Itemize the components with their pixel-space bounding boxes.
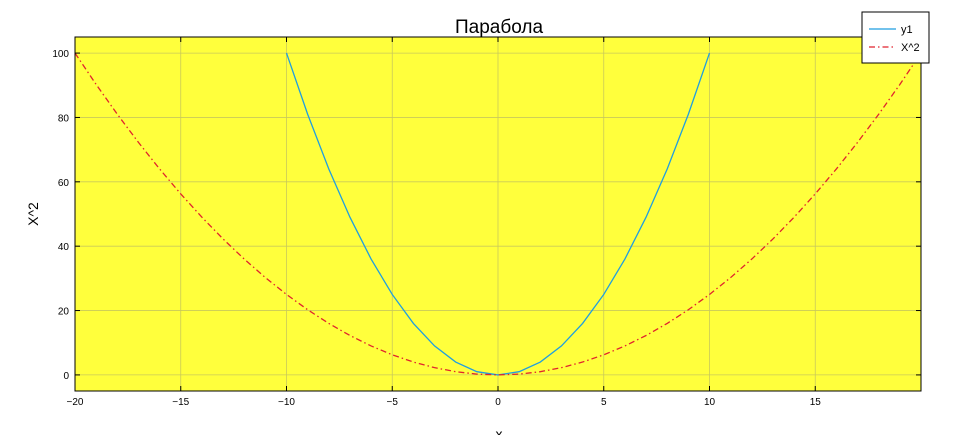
series-layer [74,52,922,376]
legend: y1 X^2 [861,11,930,64]
x-tick-label: −20 [67,397,84,408]
ticks: −20 −15 −10 −5 0 5 10 15 0 20 40 60 80 100 [52,37,921,408]
x-tick-label: 15 [810,397,822,408]
y-axis-label: X^2 [25,202,41,226]
x-tick-label: −5 [387,397,399,408]
y-tick-label: 40 [58,242,70,253]
legend-box [861,11,930,64]
grid [74,37,921,391]
chart-title: Парабола [455,17,543,38]
series-line-y1 [285,52,711,376]
x-tick-label: −15 [172,397,189,408]
y-tick-label: 100 [52,49,69,60]
y-tick-label: 20 [58,307,70,318]
y-tick-label: 80 [58,113,70,124]
series-line-x2 [74,52,922,376]
x-tick-label: 10 [704,397,716,408]
y-tick-label: 0 [63,371,69,382]
y-tick-label: 60 [58,178,70,189]
x-axis-label: x [496,426,503,435]
legend-label-y1: y1 [901,24,913,36]
x-tick-label: 0 [495,397,501,408]
x-tick-label: 5 [601,397,607,408]
legend-label-x2: X^2 [901,42,920,54]
x-tick-label: −10 [278,397,295,408]
